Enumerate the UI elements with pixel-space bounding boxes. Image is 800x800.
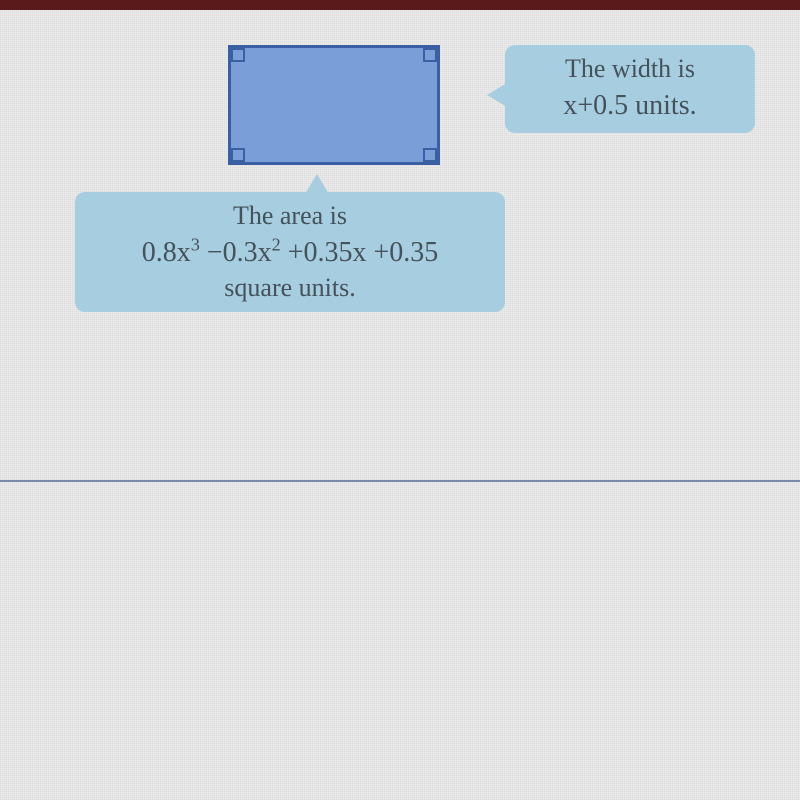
term-3-var: x [352, 237, 366, 268]
term-2-sign: − [207, 237, 223, 268]
term-4-sign: + [373, 237, 389, 268]
var-x: x [563, 90, 577, 121]
area-callout-title: The area is [87, 200, 493, 233]
callout-tail [305, 174, 329, 194]
horizontal-divider [0, 480, 800, 482]
right-angle-marker-tr [420, 45, 440, 65]
term-2-coef: 0.3 [223, 237, 258, 268]
op-plus: + [577, 90, 593, 121]
term-2-exp: 2 [272, 234, 281, 254]
term-1-var: x [177, 237, 191, 268]
term-3-coef: 0.35 [303, 237, 352, 268]
term-1-exp: 3 [191, 234, 200, 254]
const: 0.5 [593, 90, 628, 121]
rectangle-figure [228, 45, 440, 165]
width-callout: The width is x+0.5 units. [505, 45, 755, 133]
term-1-coef: 0.8 [142, 237, 177, 268]
right-angle-marker-bl [228, 145, 248, 165]
term-4-coef: 0.35 [389, 237, 438, 268]
width-callout-expression: x+0.5 units. [517, 86, 743, 125]
right-angle-marker-tl [228, 45, 248, 65]
area-callout: The area is 0.8x3 −0.3x2 +0.35x +0.35 sq… [75, 192, 505, 312]
right-angle-marker-br [420, 145, 440, 165]
area-callout-units: square units. [87, 272, 493, 305]
units-suffix: units. [628, 90, 696, 121]
callout-tail [487, 83, 507, 107]
area-callout-polynomial: 0.8x3 −0.3x2 +0.35x +0.35 [87, 233, 493, 272]
term-3-sign: + [288, 237, 304, 268]
width-callout-title: The width is [517, 53, 743, 86]
window-top-bar [0, 0, 800, 10]
term-2-var: x [258, 237, 272, 268]
